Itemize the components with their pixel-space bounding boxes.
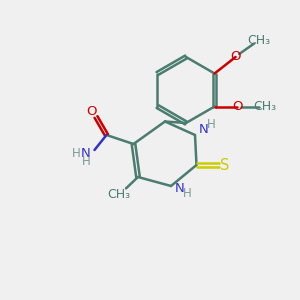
Text: H: H xyxy=(71,147,80,160)
Text: O: O xyxy=(86,105,97,118)
Text: CH₃: CH₃ xyxy=(107,188,130,202)
Text: S: S xyxy=(220,158,230,172)
Text: N: N xyxy=(199,123,208,136)
Text: N: N xyxy=(81,147,91,160)
Text: N: N xyxy=(175,182,184,196)
Text: H: H xyxy=(82,155,91,168)
Text: H: H xyxy=(207,118,216,131)
Text: H: H xyxy=(183,187,192,200)
Text: CH₃: CH₃ xyxy=(247,34,270,47)
Text: O: O xyxy=(230,50,241,64)
Text: CH₃: CH₃ xyxy=(253,100,276,113)
Text: O: O xyxy=(232,100,242,113)
